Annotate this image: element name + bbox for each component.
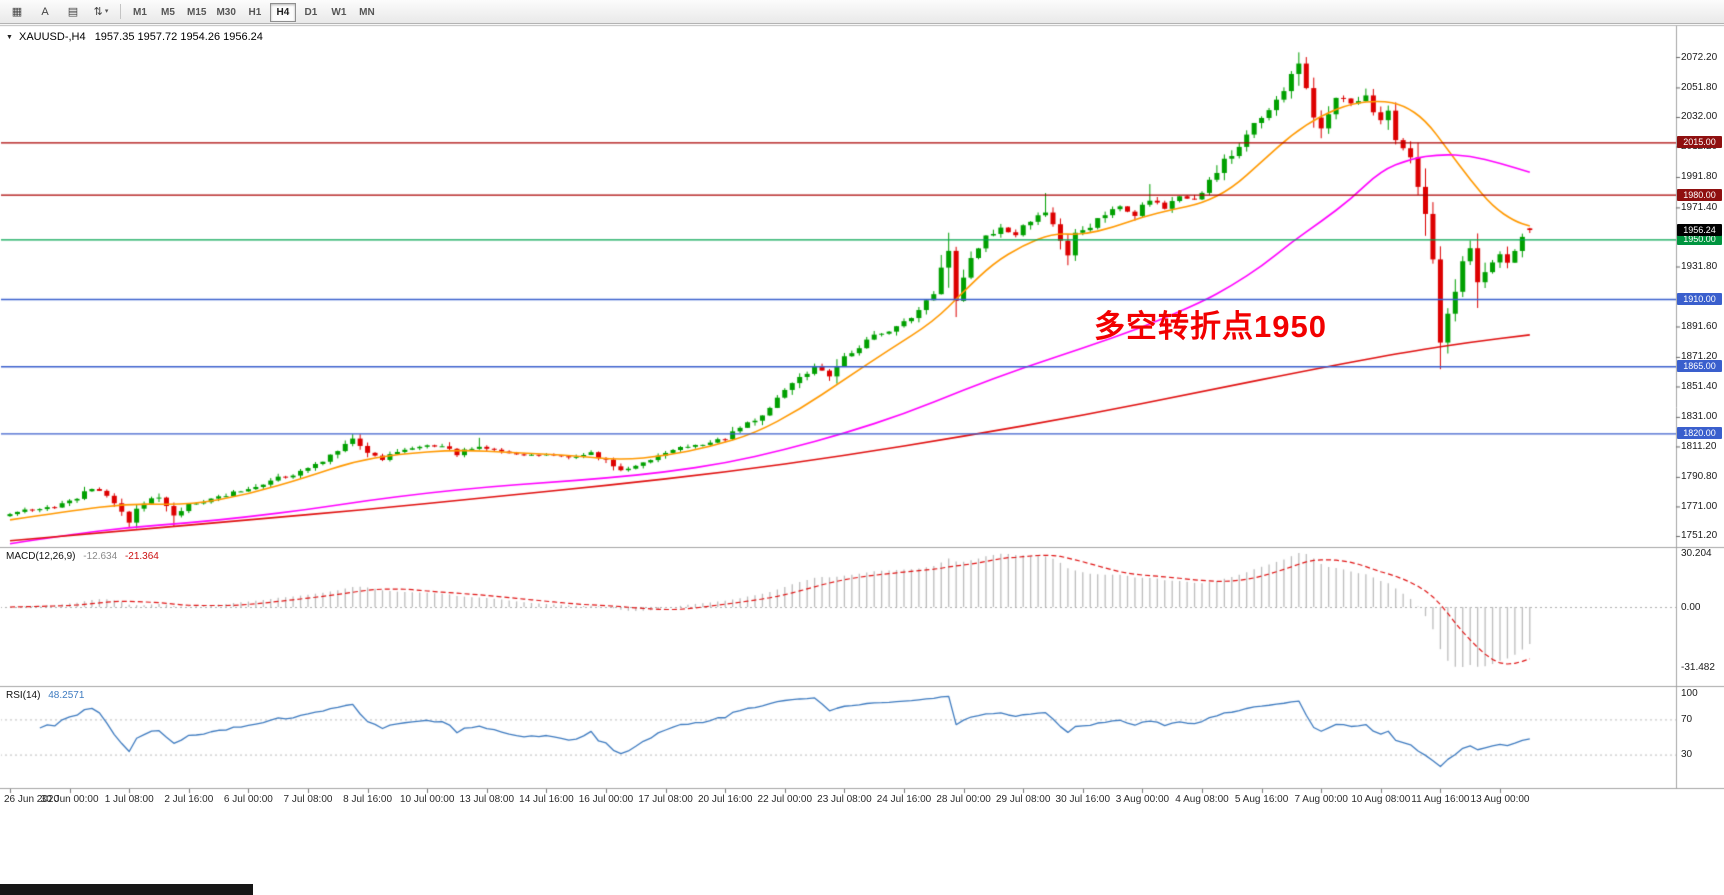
price-axis-label: 1971.40 (1681, 201, 1718, 213)
time-axis-label: 24 Jul 16:00 (876, 794, 932, 805)
text-tool-icon[interactable]: ▤ (67, 5, 79, 18)
time-axis-label: 10 Jul 00:00 (399, 794, 455, 805)
price-line-tag: 1980.00 (1677, 188, 1722, 201)
timeframe-button-d1[interactable]: D1 (304, 6, 318, 18)
macd-main-value: -12.634 (83, 551, 118, 562)
macd-axis-label: -31.482 (1681, 661, 1715, 673)
time-axis-label: 30 Jun 00:00 (40, 794, 99, 805)
timeframe-button-h4[interactable]: H4 (269, 2, 296, 22)
price-axis-label: 1851.40 (1681, 380, 1718, 392)
timeframe-button-m5[interactable]: M5 (161, 6, 175, 18)
timeframe-button-w1[interactable]: W1 (331, 6, 347, 18)
rsi-axis-label: 100 (1681, 687, 1698, 699)
timeframe-button-h1[interactable]: H1 (248, 6, 262, 18)
macd-axis-label: 30.204 (1681, 547, 1712, 559)
symbol-collapse-icon[interactable]: ▼ (6, 34, 13, 41)
timeframe-button-m15[interactable]: M15 (187, 6, 207, 18)
price-axis-label: 1931.80 (1681, 261, 1718, 272)
toolbar-icon-group: ▦ A ▤ ⇅ ▾ (3, 1, 115, 22)
rsi-axis-label: 30 (1681, 749, 1693, 761)
time-axis-label: 13 Aug 00:00 (1470, 794, 1530, 805)
price-line-tag: 2015.00 (1677, 136, 1722, 149)
price-line-tag: 1950.00 (1677, 233, 1722, 246)
price-line-tag: 1865.00 (1677, 360, 1722, 373)
price-axis-label: 1871.20 (1681, 351, 1718, 363)
current-price-tag: 1956.24 (1677, 224, 1722, 237)
time-axis-label: 14 Jul 16:00 (519, 794, 574, 805)
cursor-tool-icon[interactable]: A (41, 5, 49, 18)
ohlc-text: 1957.35 1957.72 1954.26 1956.24 (94, 31, 263, 43)
time-axis-label: 30 Jul 16:00 (1055, 794, 1111, 805)
toolbar: ▦ A ▤ ⇅ ▾ M1 M5 M15 M30 H1 H4 D1 W1 MN (0, 0, 1724, 24)
dropdown-caret-icon: ▾ (104, 8, 109, 16)
price-axis-label: 1831.00 (1681, 411, 1718, 423)
price-axis-label: 1811.20 (1681, 440, 1717, 452)
time-axis-label: 10 Aug 08:00 (1351, 794, 1411, 805)
price-axis-label: 1891.60 (1681, 320, 1718, 332)
price-axis-label: 1771.00 (1681, 500, 1718, 512)
rsi-axis-label: 70 (1681, 713, 1693, 725)
macd-axis-label: 0.00 (1681, 601, 1701, 613)
time-axis-label: 16 Jul 00:00 (578, 794, 634, 805)
timeframe-button-mn[interactable]: MN (359, 6, 375, 18)
price-axis-label: 1751.20 (1681, 530, 1718, 542)
price-axis-label: 2051.80 (1681, 81, 1718, 93)
time-axis-label: 5 Aug 16:00 (1234, 794, 1289, 805)
time-axis-label: 2 Jul 16:00 (164, 794, 214, 805)
price-line-tag: 1910.00 (1677, 293, 1722, 306)
price-axis-label: 2032.00 (1681, 111, 1718, 123)
time-axis-label: 7 Aug 00:00 (1294, 794, 1348, 805)
macd-name: MACD(12,26,9) (6, 551, 76, 562)
time-axis-label: 28 Jul 00:00 (936, 794, 991, 805)
timeframe-button-m30[interactable]: M30 (216, 6, 236, 18)
toolbar-separator (120, 4, 121, 19)
chart-window-icon[interactable]: ▦ (11, 5, 23, 18)
rsi-name: RSI(14) (6, 690, 41, 701)
time-axis-label: 22 Jul 00:00 (757, 794, 813, 805)
time-axis-label: 6 Jul 00:00 (223, 794, 273, 805)
time-axis-label: 29 Jul 08:00 (995, 794, 1051, 805)
time-axis-label: 11 Aug 16:00 (1411, 794, 1470, 805)
time-axis-label: 4 Aug 08:00 (1175, 794, 1229, 805)
time-axis-label: 13 Jul 08:00 (459, 794, 515, 805)
timeframe-toolbar: M1 M5 M15 M30 H1 H4 D1 W1 MN (126, 2, 381, 22)
annotation-text: 多空转折点1950 (1094, 309, 1327, 344)
time-axis-label: 17 Jul 08:00 (638, 794, 693, 805)
timeframe-button-m1[interactable]: M1 (133, 6, 147, 18)
time-axis-label: 8 Jul 16:00 (343, 794, 393, 805)
time-axis-label: 23 Jul 08:00 (817, 794, 872, 805)
chart-title: ▼ XAUUSD-,H4 1957.35 1957.72 1954.26 195… (6, 31, 263, 43)
macd-indicator-label: MACD(12,26,9) -12.634 -21.364 (6, 551, 159, 562)
time-axis-label: 20 Jul 16:00 (697, 794, 753, 805)
price-axis-label: 2072.20 (1681, 51, 1718, 63)
scale-toggle-icon[interactable]: ⇅ ▾ (93, 5, 109, 18)
rsi-value: 48.2571 (48, 690, 85, 701)
taskbar-strip (0, 884, 253, 895)
time-axis-label: 1 Jul 08:00 (104, 794, 154, 805)
price-line-tag: 1820.00 (1677, 427, 1722, 440)
time-axis-label: 26 Jun 2020 (4, 794, 60, 805)
time-axis-label: 7 Jul 08:00 (283, 794, 333, 805)
rsi-indicator-label: RSI(14) 48.2571 (6, 690, 84, 701)
price-axis-label: 1991.80 (1681, 171, 1718, 183)
macd-signal-value: -21.364 (124, 551, 159, 562)
symbol-timeframe-text: XAUUSD-,H4 (19, 31, 86, 43)
price-axis-label: 1790.80 (1681, 471, 1718, 483)
time-axis-label: 3 Aug 00:00 (1115, 794, 1170, 805)
